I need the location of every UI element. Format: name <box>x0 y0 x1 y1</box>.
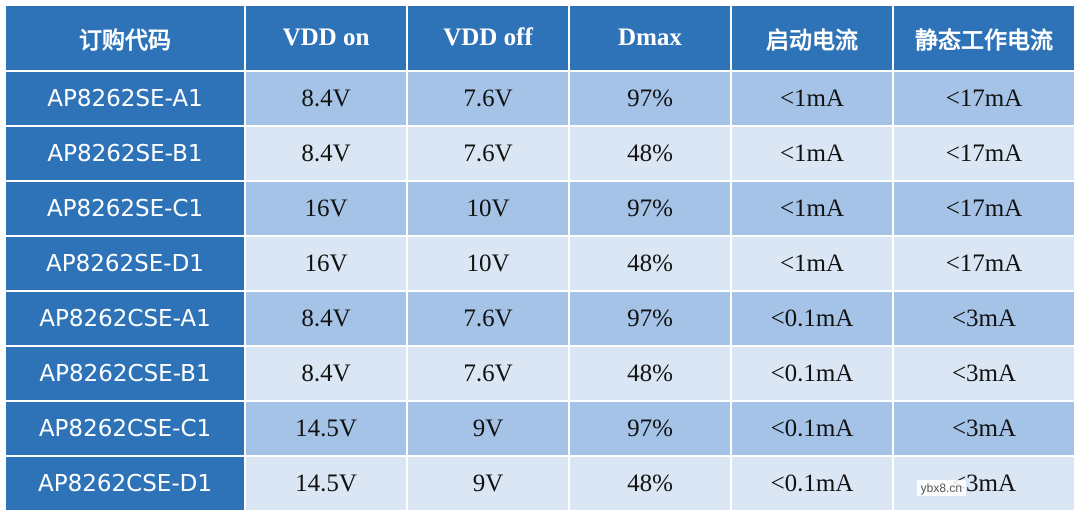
dmax-cell: 48% <box>570 347 730 400</box>
quiescent-current-cell: <3mA <box>894 347 1074 400</box>
order-code-cell: AP8262CSE-A1 <box>6 292 244 345</box>
table-row: AP8262SE-D1 16V 10V 48% <1mA <17mA <box>6 237 1074 290</box>
dmax-cell: 97% <box>570 72 730 125</box>
dmax-cell: 48% <box>570 457 730 510</box>
order-code-cell: AP8262CSE-D1 <box>6 457 244 510</box>
vdd-off-cell: 10V <box>408 237 568 290</box>
dmax-cell: 48% <box>570 127 730 180</box>
startup-current-cell: <0.1mA <box>732 347 892 400</box>
table-row: AP8262SE-A1 8.4V 7.6V 97% <1mA <17mA <box>6 72 1074 125</box>
order-code-cell: AP8262SE-D1 <box>6 237 244 290</box>
table-row: AP8262SE-C1 16V 10V 97% <1mA <17mA <box>6 182 1074 235</box>
order-code-cell: AP8262SE-A1 <box>6 72 244 125</box>
header-quiescent-current: 静态工作电流 <box>894 6 1074 70</box>
quiescent-current-cell: <17mA <box>894 182 1074 235</box>
header-vdd-on: VDD on <box>246 6 406 70</box>
quiescent-current-cell: <17mA <box>894 127 1074 180</box>
vdd-off-cell: 10V <box>408 182 568 235</box>
quiescent-current-cell: <3mA <box>894 292 1074 345</box>
dmax-cell: 97% <box>570 402 730 455</box>
startup-current-cell: <0.1mA <box>732 402 892 455</box>
table-row: AP8262CSE-A1 8.4V 7.6V 97% <0.1mA <3mA <box>6 292 1074 345</box>
table-row: AP8262CSE-D1 14.5V 9V 48% <0.1mA <3mA <box>6 457 1074 510</box>
vdd-on-cell: 14.5V <box>246 457 406 510</box>
table-row: AP8262SE-B1 8.4V 7.6V 48% <1mA <17mA <box>6 127 1074 180</box>
quiescent-current-cell: <3mA <box>894 402 1074 455</box>
vdd-off-cell: 9V <box>408 402 568 455</box>
startup-current-cell: <0.1mA <box>732 292 892 345</box>
startup-current-cell: <0.1mA <box>732 457 892 510</box>
startup-current-cell: <1mA <box>732 72 892 125</box>
vdd-on-cell: 8.4V <box>246 292 406 345</box>
spec-table: 订购代码 VDD on VDD off Dmax 启动电流 静态工作电流 AP8… <box>4 4 1076 512</box>
vdd-on-cell: 8.4V <box>246 127 406 180</box>
order-code-cell: AP8262CSE-C1 <box>6 402 244 455</box>
startup-current-cell: <1mA <box>732 182 892 235</box>
startup-current-cell: <1mA <box>732 237 892 290</box>
order-code-cell: AP8262CSE-B1 <box>6 347 244 400</box>
vdd-off-cell: 7.6V <box>408 127 568 180</box>
vdd-on-cell: 8.4V <box>246 72 406 125</box>
table-body: AP8262SE-A1 8.4V 7.6V 97% <1mA <17mA AP8… <box>6 72 1074 510</box>
vdd-on-cell: 8.4V <box>246 347 406 400</box>
vdd-on-cell: 16V <box>246 182 406 235</box>
header-startup-current: 启动电流 <box>732 6 892 70</box>
dmax-cell: 48% <box>570 237 730 290</box>
quiescent-current-cell: <17mA <box>894 72 1074 125</box>
vdd-off-cell: 7.6V <box>408 292 568 345</box>
vdd-on-cell: 16V <box>246 237 406 290</box>
dmax-cell: 97% <box>570 182 730 235</box>
table-row: AP8262CSE-C1 14.5V 9V 97% <0.1mA <3mA <box>6 402 1074 455</box>
vdd-off-cell: 9V <box>408 457 568 510</box>
quiescent-current-cell: <17mA <box>894 237 1074 290</box>
order-code-cell: AP8262SE-B1 <box>6 127 244 180</box>
startup-current-cell: <1mA <box>732 127 892 180</box>
table-row: AP8262CSE-B1 8.4V 7.6V 48% <0.1mA <3mA <box>6 347 1074 400</box>
watermark: ybx8.cn <box>916 480 966 496</box>
vdd-on-cell: 14.5V <box>246 402 406 455</box>
header-row: 订购代码 VDD on VDD off Dmax 启动电流 静态工作电流 <box>6 6 1074 70</box>
vdd-off-cell: 7.6V <box>408 347 568 400</box>
dmax-cell: 97% <box>570 292 730 345</box>
vdd-off-cell: 7.6V <box>408 72 568 125</box>
order-code-cell: AP8262SE-C1 <box>6 182 244 235</box>
header-dmax: Dmax <box>570 6 730 70</box>
header-vdd-off: VDD off <box>408 6 568 70</box>
header-order-code: 订购代码 <box>6 6 244 70</box>
